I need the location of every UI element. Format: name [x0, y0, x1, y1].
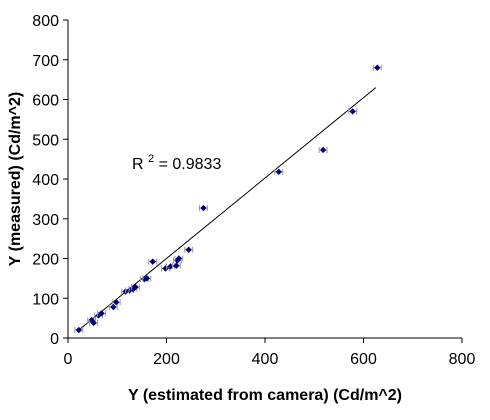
- axes-layer: 0 100 200 300 400 500 600 700 800 0 200 400 600 800: [32, 13, 475, 368]
- x-tick-label: 800: [449, 351, 476, 368]
- y-tick-label: 500: [32, 132, 59, 149]
- diamond-marker: [374, 64, 381, 71]
- y-tick-label: 800: [32, 13, 59, 30]
- data-point: [372, 64, 382, 71]
- data-points-layer: [74, 64, 382, 334]
- y-tick-label: 700: [32, 53, 59, 70]
- y-tick-label: 100: [32, 291, 59, 308]
- x-axis-title: Y (estimated from camera) (Cd/m^2): [128, 387, 402, 404]
- diamond-marker: [90, 319, 97, 327]
- diamond-marker: [175, 255, 183, 262]
- data-point: [97, 310, 106, 317]
- data-point: [74, 326, 84, 334]
- data-point: [198, 204, 208, 212]
- r-squared-prefix: R: [132, 156, 144, 173]
- data-point: [111, 299, 121, 306]
- x-tick-label: 200: [153, 351, 180, 368]
- y-tick-label: 200: [32, 252, 59, 269]
- y-tick-label: 300: [32, 212, 59, 229]
- diamond-marker: [173, 262, 180, 269]
- y-axis-title: Y (measured) (Cd/m^2): [7, 92, 24, 266]
- diamond-marker: [275, 168, 282, 176]
- y-axis-ticks: 0 100 200 300 400 500 600 700 800: [32, 13, 68, 348]
- r-squared-superscript: 2: [148, 153, 154, 165]
- data-point: [184, 246, 194, 253]
- data-point: [131, 283, 140, 291]
- r-squared-value: = 0.9833: [159, 156, 222, 173]
- y-tick-label: 400: [32, 172, 59, 189]
- diamond-marker: [110, 303, 117, 311]
- diamond-marker: [185, 246, 192, 253]
- data-point: [148, 258, 158, 265]
- diamond-marker: [113, 299, 120, 306]
- diamond-marker: [200, 204, 207, 212]
- data-point: [348, 108, 358, 115]
- diamond-marker: [75, 326, 83, 334]
- data-point: [274, 168, 284, 176]
- data-point: [318, 146, 328, 154]
- diamond-marker: [98, 310, 105, 317]
- data-point: [89, 319, 99, 327]
- data-point: [108, 303, 118, 311]
- data-point: [171, 262, 181, 269]
- diamond-marker: [349, 108, 356, 115]
- data-point: [174, 255, 184, 262]
- x-tick-label: 400: [252, 351, 279, 368]
- y-tick-label: 600: [32, 93, 59, 110]
- diamond-marker: [143, 275, 150, 282]
- x-tick-label: 600: [350, 351, 377, 368]
- x-tick-label: 0: [64, 351, 73, 368]
- r-squared-annotation: R 2 = 0.9833: [132, 149, 221, 173]
- diamond-marker: [149, 258, 156, 265]
- data-point: [142, 275, 152, 282]
- trendline: [77, 87, 377, 332]
- x-axis-ticks: 0 200 400 600 800: [64, 338, 476, 368]
- y-tick-label: 0: [50, 331, 59, 348]
- diamond-marker: [319, 146, 327, 154]
- diamond-marker: [132, 283, 139, 291]
